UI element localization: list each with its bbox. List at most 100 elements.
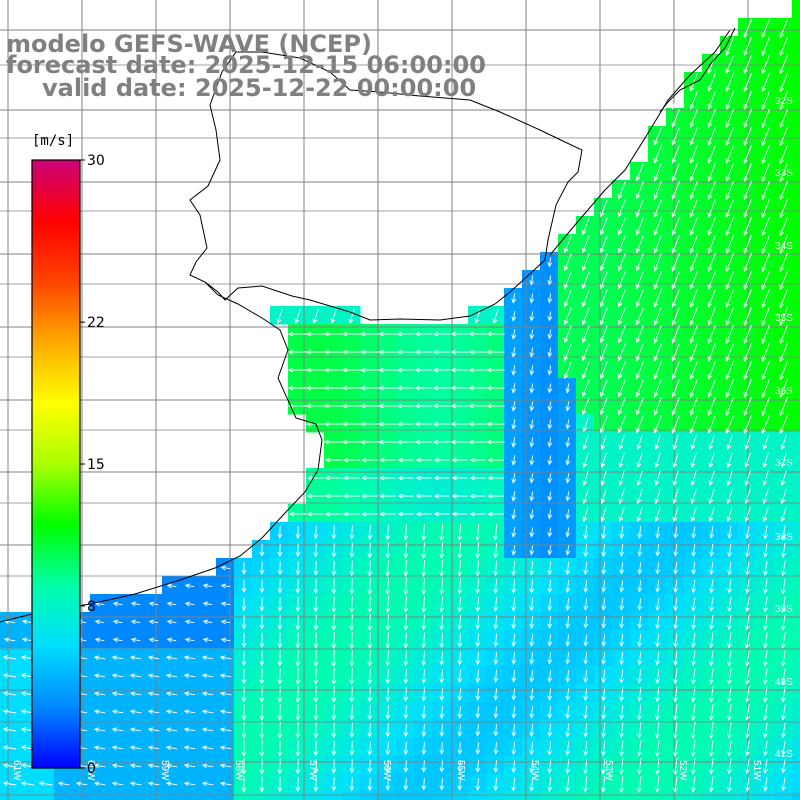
latitude-label: 41S [775, 749, 793, 760]
wind-arrow [367, 578, 373, 595]
raster-cell [558, 432, 577, 451]
raster-cell [756, 468, 775, 487]
raster-cell [720, 702, 739, 721]
wind-arrow [111, 655, 124, 661]
wind-arrow [707, 414, 716, 434]
raster-cell [594, 720, 613, 739]
raster-cell [324, 558, 343, 577]
raster-cell [684, 720, 703, 739]
raster-cell [306, 792, 325, 800]
wind-arrow [635, 415, 644, 434]
wind-arrow [475, 596, 481, 613]
wind-arrow [367, 759, 373, 774]
wind-arrow [450, 349, 469, 355]
raster-cell [720, 198, 739, 217]
wind-arrow [112, 601, 123, 607]
raster-cell [594, 666, 613, 685]
raster-cell [486, 450, 505, 469]
raster-cell [774, 576, 793, 595]
wind-arrow [671, 307, 680, 326]
raster-cell [648, 504, 667, 523]
wind-arrow [259, 721, 265, 739]
raster-cell [792, 684, 800, 703]
raster-cell [540, 360, 559, 379]
raster-cell [540, 504, 559, 523]
raster-cell [702, 558, 721, 577]
raster-cell [666, 450, 685, 469]
raster-cell [738, 594, 757, 613]
raster-cell [198, 738, 217, 757]
raster-cell [342, 702, 361, 721]
wind-arrow [637, 580, 643, 593]
raster-cell [702, 486, 721, 505]
wind-arrow [707, 216, 716, 236]
wind-arrow [129, 727, 142, 733]
wind-arrow [147, 691, 160, 697]
wind-arrow [655, 597, 661, 611]
raster-cell [756, 774, 775, 793]
wind-arrow [451, 493, 468, 499]
wind-arrow [165, 655, 178, 661]
wind-arrow [342, 475, 361, 481]
raster-cell [180, 774, 199, 793]
colorbar-unit-label: [m/s] [32, 133, 75, 149]
raster-cell [738, 468, 757, 487]
raster-cell [486, 666, 505, 685]
wind-arrow [653, 163, 662, 182]
raster-cell [648, 738, 667, 757]
raster-cell [108, 774, 127, 793]
wind-arrow [727, 776, 732, 793]
wind-arrow [547, 723, 553, 738]
raster-cell [504, 684, 523, 703]
raster-cell [360, 396, 379, 415]
wind-arrow [780, 434, 787, 451]
wind-arrow [241, 562, 247, 575]
raster-cell [306, 414, 325, 433]
raster-cell [522, 684, 541, 703]
raster-cell [378, 324, 397, 343]
raster-cell [648, 630, 667, 649]
raster-cell [630, 576, 649, 595]
raster-cell [630, 666, 649, 685]
wind-arrow [202, 619, 213, 625]
wind-arrow [691, 668, 696, 685]
raster-cell [738, 144, 757, 163]
raster-cell [702, 216, 721, 235]
raster-cell [432, 594, 451, 613]
wind-arrow [709, 597, 714, 612]
wind-arrow [653, 253, 662, 272]
wind-arrow [779, 198, 789, 219]
raster-cell [756, 432, 775, 451]
wind-arrow [744, 650, 750, 667]
raster-cell [630, 306, 649, 325]
wind-arrow [725, 126, 735, 146]
wind-arrow [761, 414, 771, 435]
raster-cell [684, 738, 703, 757]
wind-arrow [745, 596, 750, 613]
raster-cell [306, 666, 325, 685]
wind-arrow [421, 650, 427, 667]
wind-arrow [583, 543, 589, 558]
raster-cell [684, 576, 703, 595]
wind-arrow [2, 727, 17, 733]
wind-arrow [112, 619, 123, 625]
wind-arrow [457, 742, 463, 755]
wind-arrow [708, 668, 714, 685]
wind-arrow [397, 493, 414, 499]
raster-cell [126, 612, 145, 631]
raster-cell [774, 756, 793, 775]
raster-cell [342, 594, 361, 613]
wind-arrow [129, 745, 142, 751]
wind-arrow [779, 108, 789, 129]
raster-cell [468, 738, 487, 757]
raster-cell [738, 648, 757, 667]
wind-arrow [547, 491, 553, 502]
raster-cell [702, 108, 721, 127]
raster-cell [702, 126, 721, 145]
raster-cell [648, 144, 667, 163]
wind-arrow [565, 634, 571, 647]
raster-cell [432, 432, 451, 451]
raster-cell [666, 126, 685, 145]
wind-arrow [331, 596, 337, 613]
